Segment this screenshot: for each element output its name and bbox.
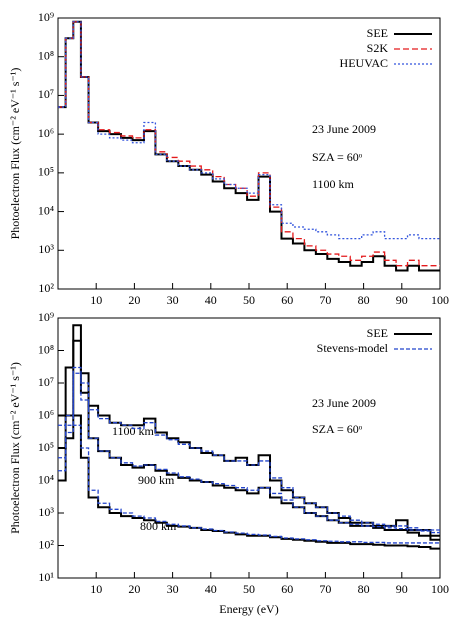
annotation: SZA = 60ᵒ (312, 150, 363, 164)
y-tick-label: 10² (38, 281, 54, 295)
data-line (58, 324, 440, 537)
y-tick-label: 10⁴ (38, 472, 54, 486)
y-tick-label: 10⁷ (38, 375, 54, 389)
y-tick-label: 10³ (38, 242, 54, 256)
legend-label: SEE (367, 26, 388, 40)
x-tick-label: 80 (358, 582, 370, 596)
plot-frame (57, 317, 441, 579)
x-tick-label: 100 (431, 582, 449, 596)
y-tick-label: 10¹ (38, 570, 54, 584)
annotation: 23 June 2009 (312, 122, 376, 136)
data-line (58, 339, 440, 541)
y-axis-label: Photoelectron Flux (cm⁻² eV⁻¹ s⁻¹) (8, 68, 22, 240)
x-tick-label: 90 (396, 582, 408, 596)
x-tick-label: 40 (205, 582, 217, 596)
y-tick-label: 10⁶ (38, 126, 54, 140)
y-tick-label: 10⁴ (38, 203, 54, 217)
altitude-label: 1100 km (112, 424, 155, 438)
x-axis-label: Energy (eV) (219, 602, 278, 616)
annotation: 1100 km (312, 177, 355, 191)
altitude-label: 900 km (138, 473, 175, 487)
annotation: 23 June 2009 (312, 396, 376, 410)
data-line (58, 21, 440, 240)
x-tick-label: 90 (396, 293, 408, 307)
x-tick-label: 50 (243, 582, 255, 596)
x-tick-label: 80 (358, 293, 370, 307)
data-line (58, 372, 440, 534)
y-tick-label: 10⁵ (38, 440, 54, 454)
y-tick-label: 10³ (38, 505, 54, 519)
y-tick-label: 10⁹ (38, 10, 54, 24)
x-tick-label: 10 (90, 293, 102, 307)
data-line (58, 366, 440, 531)
altitude-label: 800 km (140, 519, 177, 533)
legend-label: HEUVAC (340, 56, 388, 70)
x-tick-label: 70 (319, 293, 331, 307)
y-tick-label: 10⁵ (38, 165, 54, 179)
y-tick-label: 10⁸ (38, 48, 54, 62)
x-tick-label: 70 (319, 582, 331, 596)
x-tick-label: 50 (243, 293, 255, 307)
data-line (58, 424, 440, 544)
y-tick-label: 10² (38, 537, 54, 551)
x-tick-label: 20 (128, 293, 140, 307)
x-tick-label: 30 (167, 293, 179, 307)
y-tick-label: 10⁶ (38, 407, 54, 421)
x-tick-label: 20 (128, 582, 140, 596)
x-tick-label: 60 (281, 582, 293, 596)
legend-label: S2K (367, 41, 389, 55)
annotation: SZA = 60ᵒ (312, 422, 363, 436)
y-tick-label: 10⁹ (38, 310, 54, 324)
x-tick-label: 10 (90, 582, 102, 596)
legend-label: Stevens-model (317, 341, 389, 355)
x-tick-label: 100 (431, 293, 449, 307)
legend-label: SEE (367, 326, 388, 340)
y-tick-label: 10⁸ (38, 342, 54, 356)
x-tick-label: 30 (167, 582, 179, 596)
x-tick-label: 60 (281, 293, 293, 307)
x-tick-label: 40 (205, 293, 217, 307)
y-tick-label: 10⁷ (38, 87, 54, 101)
y-axis-label: Photoelectron Flux (cm⁻² eV⁻¹ s⁻¹) (8, 362, 22, 534)
